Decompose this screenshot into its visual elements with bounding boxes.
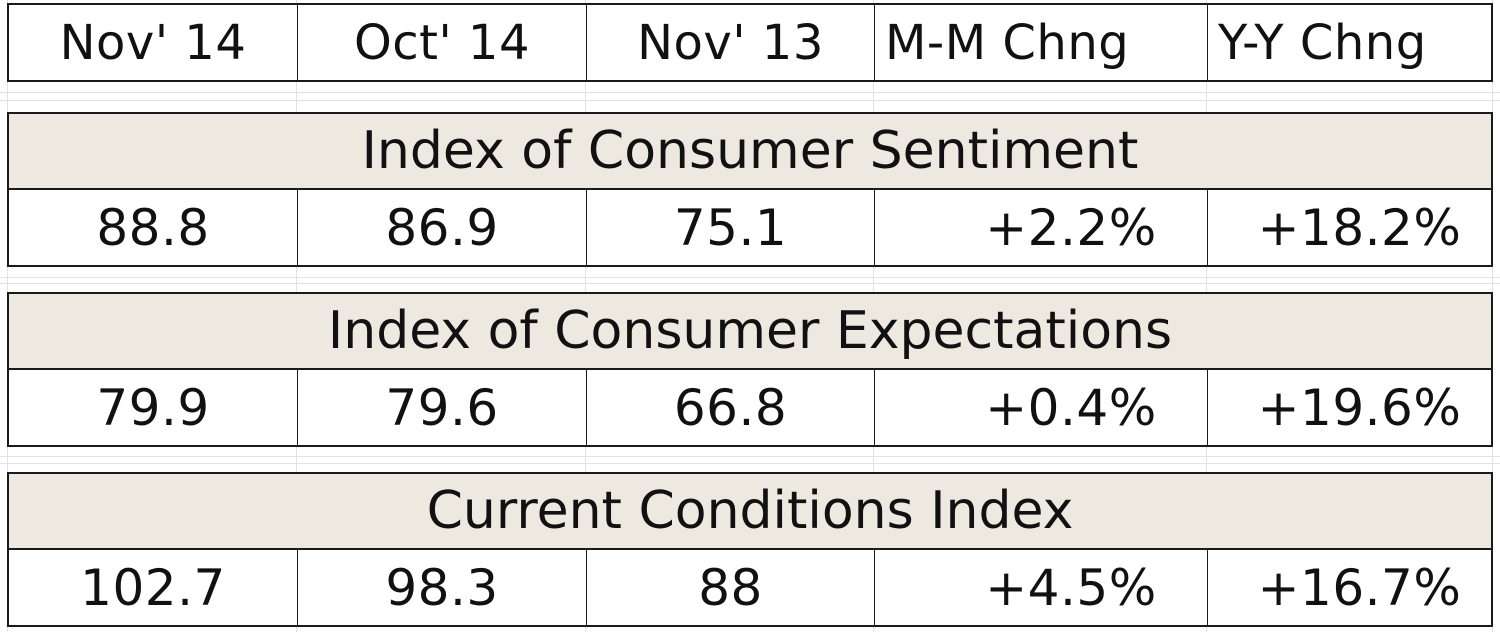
value-cell[interactable]: 98.3 — [298, 550, 587, 625]
value-cell[interactable]: 79.9 — [9, 370, 298, 445]
value-cell[interactable]: 88.8 — [9, 190, 298, 265]
value-cell[interactable]: 66.8 — [587, 370, 875, 445]
header-cell-y-y-change[interactable]: Y-Y Chng — [1218, 14, 1427, 71]
header-cell-m-m-change[interactable]: M-M Chng — [875, 5, 1208, 80]
value-cell[interactable]: 86.9 — [298, 190, 587, 265]
value-cell[interactable]: +18.2% — [1257, 198, 1462, 257]
value-cell[interactable]: +4.5% — [875, 550, 1208, 625]
value-row-current-conditions: 102.7 98.3 88 +4.5% +16.7% — [7, 548, 1493, 627]
column-header-row: Nov' 14 Oct' 14 Nov' 13 M-M Chng Y-Y Chn… — [7, 3, 1493, 82]
value-row-expectations: 79.9 79.6 66.8 +0.4% +19.6% — [7, 368, 1493, 447]
section-title-expectations[interactable]: Index of Consumer Expectations — [9, 294, 1491, 368]
section-title-row-expectations: Index of Consumer Expectations — [7, 292, 1493, 370]
header-cell-nov-14[interactable]: Nov' 14 — [9, 5, 298, 80]
section-title-current-conditions[interactable]: Current Conditions Index — [9, 474, 1491, 548]
value-cell[interactable]: 88 — [587, 550, 875, 625]
value-cell[interactable]: 102.7 — [9, 550, 298, 625]
section-title-row-sentiment: Index of Consumer Sentiment — [7, 112, 1493, 190]
value-cell[interactable]: 75.1 — [587, 190, 875, 265]
value-row-sentiment: 88.8 86.9 75.1 +2.2% +18.2% — [7, 188, 1493, 267]
header-cell-oct-14[interactable]: Oct' 14 — [298, 5, 587, 80]
value-cell[interactable]: +0.4% — [875, 370, 1208, 445]
section-title-row-current-conditions: Current Conditions Index — [7, 472, 1493, 550]
value-cell[interactable]: +2.2% — [875, 190, 1208, 265]
section-title-sentiment[interactable]: Index of Consumer Sentiment — [9, 114, 1491, 188]
value-cell[interactable]: +19.6% — [1257, 378, 1462, 437]
value-cell[interactable]: +16.7% — [1257, 558, 1462, 617]
header-cell-nov-13[interactable]: Nov' 13 — [587, 5, 875, 80]
value-cell[interactable]: 79.6 — [298, 370, 587, 445]
